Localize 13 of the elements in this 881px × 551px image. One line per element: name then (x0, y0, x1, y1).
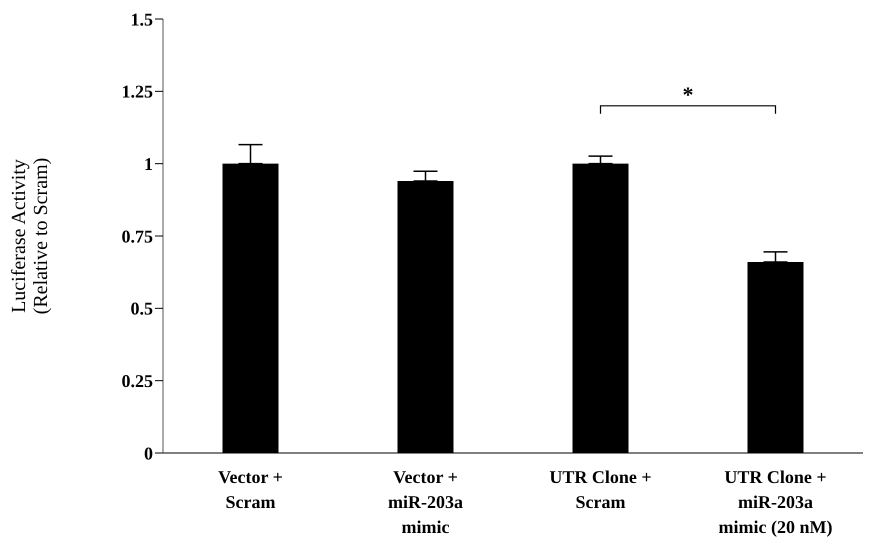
annotation: * (682, 82, 694, 107)
y-tick-label: 1.25 (122, 82, 153, 102)
y-axis-title: Luciferase Activity (Relative to Scram) (8, 158, 52, 314)
y-tick-label: 0 (144, 443, 153, 464)
y-tick-label: 1.5 (130, 9, 153, 30)
x-tick-label: UTR Clone + miR-203a mimic (20 nM) (718, 467, 832, 537)
y-tick-label: 0.25 (122, 371, 153, 392)
y-tick-label: 0.75 (122, 226, 153, 246)
x-tick-label: Vector + Scram (218, 467, 283, 512)
x-tick-label: UTR Clone + Scram (549, 467, 652, 512)
y-tick-label: 0.5 (130, 298, 153, 319)
x-tick-label: Vector + miR-203a mimic (388, 467, 463, 537)
y-tick-label: 1 (144, 154, 153, 174)
